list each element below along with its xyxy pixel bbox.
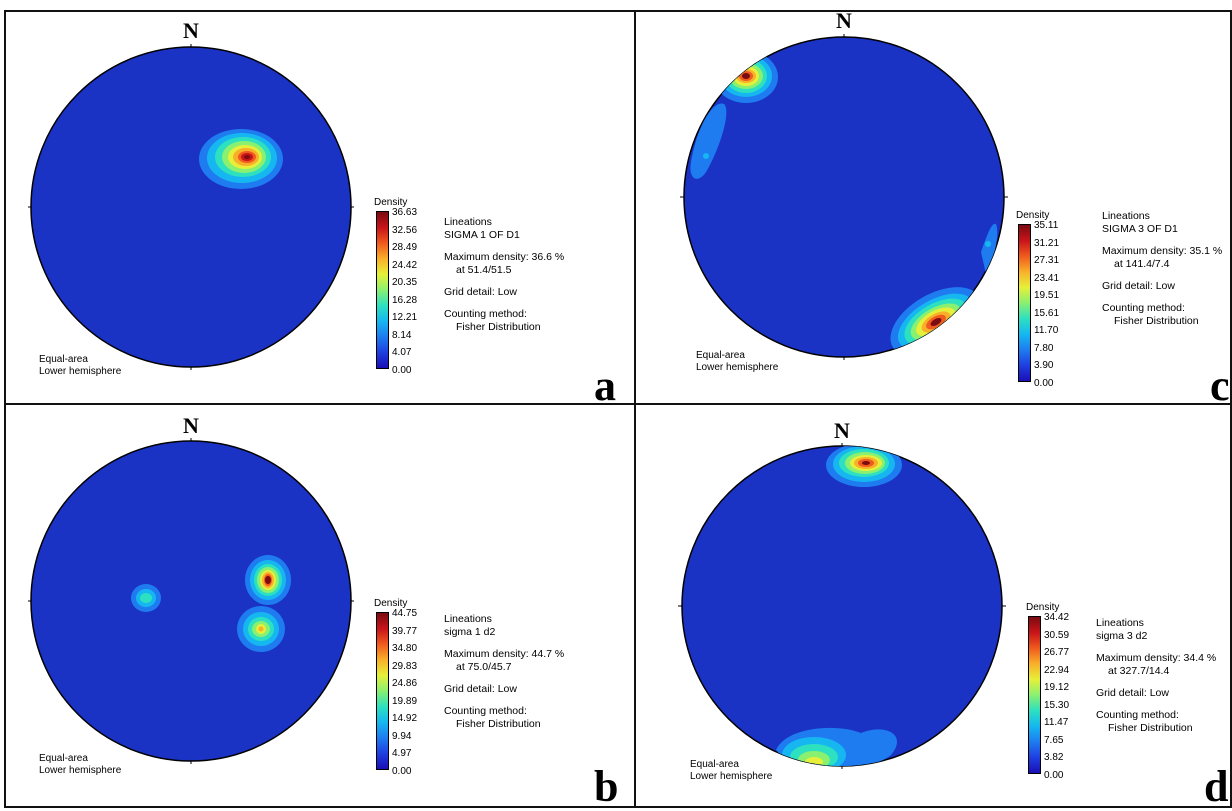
colorbar-a: [376, 211, 389, 369]
north-label-d: N: [834, 418, 850, 443]
info-block-c: Lineations SIGMA 3 OF D1 Maximum density…: [1102, 210, 1223, 327]
density-contours-b: [131, 555, 291, 652]
legend-tick: 26.77: [1044, 647, 1070, 659]
legend-tick: 35.11: [1034, 220, 1059, 231]
projection-label-c: Equal-area Lower hemisphere: [696, 350, 779, 373]
legend-tick: 11.47: [1044, 717, 1069, 729]
legend-tick: 0.00: [1034, 378, 1054, 389]
info-block-b: Lineations sigma 1 d2 Maximum density: 4…: [444, 613, 565, 730]
legend-tick: 30.59: [1044, 629, 1070, 641]
stereonet-a: N: [28, 18, 354, 370]
north-label-b: N: [183, 413, 199, 438]
legend-tick: 0.00: [392, 365, 412, 376]
panel-c: N Equal-area Lower hemisphere Density 35.…: [634, 10, 1232, 405]
legend-tick: 16.28: [392, 294, 418, 306]
legend-tick: 15.30: [1044, 699, 1070, 711]
colorbar-b: [376, 612, 389, 770]
density-legend-b: Density 44.75 39.77 34.80 29.83 24.86 19.89 14…: [374, 598, 418, 777]
panel-letter-b: b: [594, 762, 619, 808]
legend-tick: 11.70: [1034, 325, 1059, 337]
info-block-d: Lineations sigma 3 d2 Maximum density: 3…: [1096, 617, 1217, 734]
panel-letter-c: c: [1210, 361, 1230, 405]
legend-tick: 19.12: [1044, 682, 1070, 694]
legend-tick: 34.80: [392, 643, 418, 655]
panel-a: N Equal-area Lower hemisphere Density 36.…: [4, 10, 636, 405]
info-block-a: Lineations SIGMA 1 OF D1 Maximum density…: [444, 216, 565, 333]
panel-b: N Equal-area Lower hemisphere Density 44.…: [4, 403, 636, 808]
legend-tick: 19.51: [1034, 290, 1060, 302]
legend-tick: 24.42: [392, 259, 418, 271]
density-contours-d: [776, 446, 902, 766]
legend-tick: 4.97: [392, 748, 412, 760]
legend-tick: 14.92: [392, 713, 418, 725]
density-contours-c: [690, 51, 998, 357]
panel-d: N Equal-area Lower hemisphere Density 34.…: [634, 403, 1232, 808]
net-circle-b: [30, 440, 352, 762]
legend-tick: 32.56: [392, 224, 418, 236]
legend-tick: 15.61: [1034, 307, 1060, 319]
legend-tick: 3.90: [1034, 360, 1054, 372]
legend-tick: 22.94: [1044, 664, 1070, 676]
density-legend-d: Density 34.42 30.59 26.77 22.94 19.12 15.30 11…: [1026, 602, 1070, 781]
legend-tick: 27.31: [1034, 255, 1060, 267]
projection-label-b: Equal-area Lower hemisphere: [39, 753, 122, 776]
legend-tick: 19.89: [392, 695, 418, 707]
north-label-a: N: [183, 18, 199, 43]
legend-tick: 8.14: [392, 329, 412, 341]
legend-tick: 24.86: [392, 678, 418, 690]
legend-tick: 39.77: [392, 625, 418, 637]
density-contours-a: [199, 129, 283, 189]
legend-tick: 7.65: [1044, 734, 1064, 746]
legend-tick: 36.63: [392, 207, 418, 218]
panel-letter-a: a: [594, 361, 616, 405]
legend-tick: 9.94: [392, 730, 412, 742]
north-label-c: N: [836, 12, 852, 33]
projection-label-d: Equal-area Lower hemisphere: [690, 759, 773, 782]
projection-label-a: Equal-area Lower hemisphere: [39, 354, 122, 377]
legend-tick: 3.82: [1044, 752, 1064, 764]
legend-tick: 4.07: [392, 347, 412, 359]
legend-tick: 7.80: [1034, 342, 1054, 354]
net-circle-c: [683, 36, 1005, 358]
net-circle-d: [681, 445, 1003, 767]
legend-tick: 12.21: [392, 312, 418, 324]
legend-tick: 0.00: [1044, 770, 1064, 781]
legend-tick: 0.00: [392, 766, 412, 777]
panel-letter-d: d: [1204, 762, 1229, 808]
legend-tick: 44.75: [392, 608, 418, 619]
stereonet-c: N: [680, 12, 1008, 360]
legend-tick: 29.83: [392, 660, 418, 672]
stereonet-d: N: [678, 418, 1006, 769]
legend-tick: 34.42: [1044, 612, 1070, 623]
colorbar-c: [1018, 224, 1031, 382]
density-legend-a: Density 36.63 32.56 28.49 24.42 20.35 16.28 12…: [374, 197, 418, 376]
legend-tick: 20.35: [392, 277, 418, 289]
net-circle-a: [30, 46, 352, 368]
stereonet-b: N: [28, 413, 354, 764]
legend-tick: 31.21: [1034, 237, 1060, 249]
legend-tick: 23.41: [1034, 272, 1060, 284]
legend-tick: 28.49: [392, 242, 418, 254]
density-legend-c: Density 35.11 31.21 27.31 23.41 19.51 15.61 11…: [1016, 210, 1060, 389]
colorbar-d: [1028, 616, 1041, 774]
